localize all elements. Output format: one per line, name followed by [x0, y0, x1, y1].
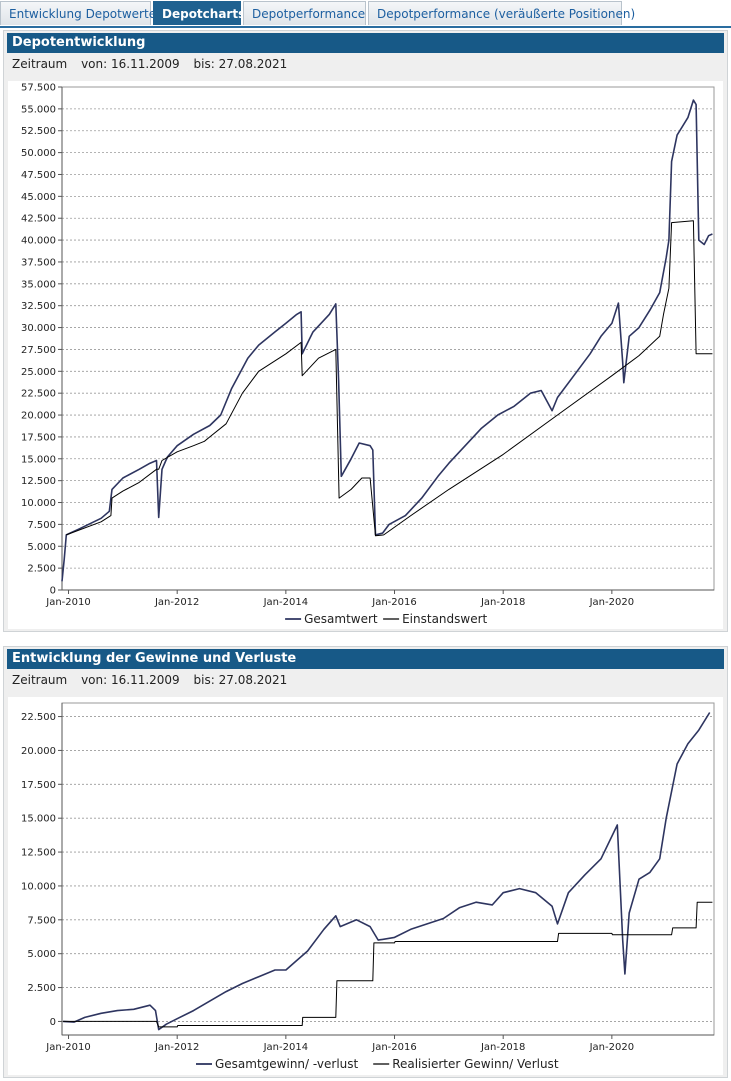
y-tick-label: 30.000 [21, 323, 56, 334]
y-tick-label: 5.000 [27, 542, 56, 553]
series-line-0 [63, 712, 711, 1031]
y-tick-label: 35.000 [21, 279, 56, 290]
y-tick-label: 17.500 [21, 780, 56, 791]
depotentwicklung-chart: 0 2.500 5.000 7.500 10.000 12.500 15.000 17.500… [8, 81, 723, 629]
y-tick-label: 55.000 [21, 104, 56, 115]
gewinne-verluste-panel: Entwicklung der Gewinne und Verluste Zei… [3, 646, 728, 1078]
y-tick-label: 50.000 [21, 148, 56, 159]
y-tick-label: 10.000 [21, 498, 56, 509]
tab-depotperformance-veraeusserte[interactable]: Depotperformance (veräußerte Positionen) [368, 1, 635, 25]
y-tick-label: 15.000 [21, 454, 56, 465]
y-tick-label: 7.500 [27, 915, 56, 926]
x-tick-label: Jan-2014 [263, 597, 308, 608]
y-tick-label: 10.000 [21, 881, 56, 892]
x-tick-label: Jan-2014 [263, 1042, 308, 1053]
y-tick-label: 2.500 [27, 983, 56, 994]
tab-depotcharts[interactable]: Depotcharts [153, 1, 245, 25]
x-tick-label: Jan-2016 [371, 1042, 416, 1053]
tab-entwicklung-depotwerte[interactable]: Entwicklung Depotwerte [0, 1, 156, 25]
date-range: Zeitraum von: 16.11.2009 bis: 27.08.2021 [4, 53, 727, 75]
y-tick-label: 12.500 [21, 476, 56, 487]
y-tick-label: 15.000 [21, 814, 56, 825]
range-label: Zeitraum [12, 673, 68, 687]
y-tick-label: 0 [50, 586, 56, 597]
y-tick-label: 32.500 [21, 301, 56, 312]
y-tick-label: 20.000 [21, 411, 56, 422]
x-tick-label: Jan-2012 [154, 597, 199, 608]
y-tick-label: 27.500 [21, 345, 56, 356]
y-tick-label: 2.500 [27, 564, 56, 575]
y-tick-label: 37.500 [21, 257, 56, 268]
y-tick-label: 52.500 [21, 126, 56, 137]
y-tick-label: 45.000 [21, 192, 56, 203]
y-tick-label: 42.500 [21, 214, 56, 225]
x-tick-label: Jan-2016 [371, 597, 416, 608]
y-tick-label: 5.000 [27, 949, 56, 960]
range-label: Zeitraum [12, 57, 68, 71]
series-line-1 [63, 901, 713, 1028]
legend-label-0: Gesamtgewinn/ -verlust [215, 1057, 359, 1071]
x-tick-label: Jan-2012 [154, 1042, 199, 1053]
series-line-0 [61, 99, 713, 582]
x-tick-label: Jan-2018 [480, 1042, 525, 1053]
x-tick-label: Jan-2010 [45, 1042, 90, 1053]
y-tick-label: 17.500 [21, 432, 56, 443]
panel-title: Depotentwicklung [7, 33, 724, 53]
y-tick-label: 25.000 [21, 367, 56, 378]
legend-label-1: Realisierter Gewinn/ Verlust [392, 1057, 559, 1071]
to-label: bis: 27.08.2021 [193, 673, 288, 687]
y-tick-label: 22.500 [21, 712, 56, 723]
x-tick-label: Jan-2010 [45, 597, 90, 608]
tab-depotperformance[interactable]: Depotperformance [243, 1, 366, 25]
y-tick-label: 7.500 [27, 520, 56, 531]
series-line-1 [66, 220, 713, 537]
panel-title: Entwicklung der Gewinne und Verluste [7, 649, 724, 669]
depotentwicklung-panel: Depotentwicklung Zeitraum von: 16.11.200… [3, 30, 728, 632]
x-tick-label: Jan-2018 [480, 597, 525, 608]
y-tick-label: 0 [50, 1017, 56, 1028]
y-tick-label: 47.500 [21, 170, 56, 181]
y-tick-label: 40.000 [21, 236, 56, 247]
plot-area [61, 702, 715, 1036]
legend-label-1: Einstandswert [402, 612, 487, 626]
from-label: von: 16.11.2009 [81, 673, 180, 687]
y-tick-label: 22.500 [21, 389, 56, 400]
plot-area [61, 86, 715, 591]
from-label: von: 16.11.2009 [81, 57, 180, 71]
y-tick-label: 20.000 [21, 746, 56, 757]
tab-bar: Entwicklung Depotwerte Depotcharts Depot… [0, 0, 731, 28]
y-tick-label: 12.500 [21, 848, 56, 859]
legend-label-0: Gesamtwert [304, 612, 378, 626]
x-tick-label: Jan-2020 [589, 597, 634, 608]
date-range: Zeitraum von: 16.11.2009 bis: 27.08.2021 [4, 669, 727, 691]
x-tick-label: Jan-2020 [589, 1042, 634, 1053]
y-tick-label: 57.500 [21, 83, 56, 94]
gewinne-verluste-chart: 0 2.500 5.000 7.500 10.000 12.500 15.000 17.500… [8, 697, 723, 1075]
to-label: bis: 27.08.2021 [193, 57, 288, 71]
